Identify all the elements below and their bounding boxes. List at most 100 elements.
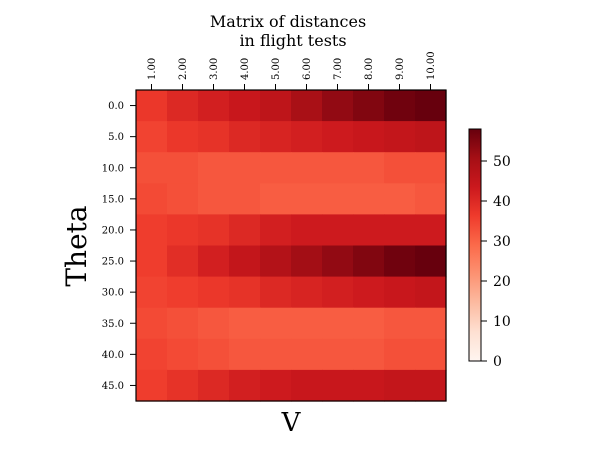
heatmap-cell [291, 276, 323, 309]
heatmap-cell [136, 90, 168, 122]
y-tick-label: 30.0 [102, 288, 124, 299]
heatmap-cell [322, 152, 354, 184]
colorbar-tick-label: 40 [493, 194, 511, 210]
heatmap-cell [229, 152, 261, 184]
heatmap-cell [322, 183, 354, 215]
heatmap-cell [291, 214, 323, 247]
x-tick-label: 7.00 [333, 58, 344, 80]
y-axis-label: Theta [60, 205, 93, 286]
heatmap-cell [198, 369, 230, 402]
colorbar-tick-label: 20 [493, 274, 511, 290]
heatmap-cell [291, 90, 323, 122]
x-tick-label: 2.00 [178, 58, 189, 80]
heatmap-cell [229, 121, 261, 153]
heatmap-cell [415, 152, 447, 184]
heatmap-cell [291, 338, 323, 371]
heatmap-cell [167, 183, 199, 215]
heatmap-cell [167, 369, 199, 402]
heatmap-cell [384, 307, 416, 340]
heatmap-cell [136, 369, 168, 402]
heatmap-cell [260, 214, 292, 247]
heatmap-cell [198, 307, 230, 340]
heatmap-cell [415, 183, 447, 215]
heatmap-cell [198, 245, 230, 278]
heatmap-cell [353, 152, 385, 184]
colorbar-ticks: 0 10 20 30 40 50 [481, 154, 511, 370]
y-tick-label: 25.0 [102, 257, 124, 268]
heatmap-cell [291, 152, 323, 184]
heatmap-cell [260, 369, 292, 402]
heatmap-cell [322, 214, 354, 247]
chart-title-line-2: in flight tests [239, 31, 346, 50]
y-tick-label: 35.0 [102, 319, 124, 330]
heatmap-cell [136, 183, 168, 215]
heatmap-cell [260, 152, 292, 184]
heatmap-cell [322, 369, 354, 402]
chart-title-line-1: Matrix of distances [210, 12, 366, 31]
heatmap-cell [260, 276, 292, 309]
heatmap-cell [353, 183, 385, 215]
heatmap-cell [260, 338, 292, 371]
heatmap-cell [136, 307, 168, 340]
heatmap-cell [291, 307, 323, 340]
heatmap-cell [322, 338, 354, 371]
heatmap-cell [136, 214, 168, 247]
heatmap-cell [260, 121, 292, 153]
y-tick-label: 20.0 [102, 225, 124, 236]
heatmap-cell [353, 338, 385, 371]
heatmap-cell [167, 276, 199, 309]
heatmap-cell [198, 121, 230, 153]
x-tick-label: 10.00 [426, 51, 437, 80]
heatmap-cell [322, 307, 354, 340]
heatmap-cell [229, 369, 261, 402]
heatmap-cell [415, 245, 447, 278]
heatmap-cell [229, 90, 261, 122]
heatmap-cell [384, 214, 416, 247]
x-axis-label: V [281, 408, 302, 438]
heatmap-cell [136, 121, 168, 153]
y-tick-label: 0.0 [108, 101, 124, 112]
x-tick-label: 8.00 [364, 58, 375, 80]
heatmap-cell [322, 276, 354, 309]
heatmap-cell [229, 214, 261, 247]
y-tick-label: 5.0 [108, 132, 124, 143]
heatmap-cell [384, 245, 416, 278]
heatmap-cell [260, 245, 292, 278]
y-tick-label: 45.0 [102, 381, 124, 392]
heatmap-cell [229, 183, 261, 215]
heatmap-cell [260, 183, 292, 215]
heatmap-cell [229, 276, 261, 309]
heatmap-cell [415, 307, 447, 340]
heatmap-cell [415, 369, 447, 402]
heatmap-cell [167, 121, 199, 153]
x-tick-label: 5.00 [271, 58, 282, 80]
heatmap-cell [353, 369, 385, 402]
heatmap-cell [167, 214, 199, 247]
heatmap-cell [384, 338, 416, 371]
heatmap-cells [136, 90, 447, 402]
heatmap-cell [353, 245, 385, 278]
heatmap-cell [198, 152, 230, 184]
heatmap-cell [167, 307, 199, 340]
heatmap-cell [167, 338, 199, 371]
heatmap-cell [136, 245, 168, 278]
heatmap-cell [384, 183, 416, 215]
heatmap-cell [198, 214, 230, 247]
plot-frame [135, 89, 447, 402]
heatmap-cell [384, 369, 416, 402]
heatmap-cell [291, 183, 323, 215]
heatmap-cell [415, 121, 447, 153]
heatmap-cell [415, 90, 447, 122]
heatmap-cell [384, 121, 416, 153]
y-tick-label: 40.0 [102, 350, 124, 361]
heatmap-cell [415, 338, 447, 371]
heatmap-cell [291, 245, 323, 278]
heatmap-cell [291, 369, 323, 402]
heatmap-cell [322, 121, 354, 153]
heatmap-cell [322, 90, 354, 122]
heatmap-cell [353, 121, 385, 153]
colorbar-tick-label: 10 [493, 314, 511, 330]
heatmap-cell [136, 152, 168, 184]
x-tick-label: 3.00 [209, 58, 220, 80]
